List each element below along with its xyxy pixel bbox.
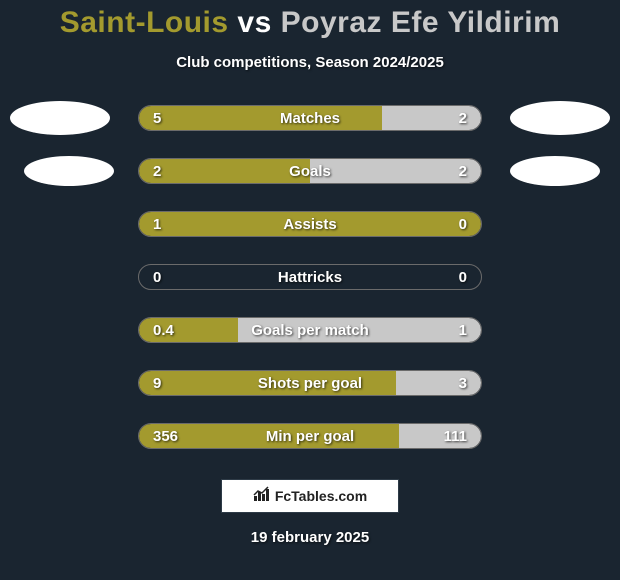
stat-label: Hattricks [139,269,481,286]
player2-name: Poyraz Efe Yildirim [281,6,561,39]
stat-bar: 52Matches [138,105,482,131]
subtitle: Club competitions, Season 2024/2025 [176,54,444,71]
stat-value-left: 0.4 [153,322,174,339]
stat-row: 0 0Hattricks [0,264,620,290]
stats-area: 52Matches22Goals10Assists00Hattricks0.41… [0,105,620,449]
comparison-card: Saint-Louis vs Poyraz Efe Yildirim Club … [0,0,620,580]
stat-fill-left [139,371,396,395]
stat-value-left: 1 [153,216,161,233]
team-badge-left [24,156,114,186]
stat-value-left: 5 [153,110,161,127]
stat-value-right: 3 [459,375,467,392]
stat-fill-left [139,106,382,130]
brand-chart-icon [253,486,271,507]
brand-box[interactable]: FcTables.com [221,479,399,513]
date-text: 19 february 2025 [251,529,369,546]
brand-text: FcTables.com [275,488,367,504]
stat-value-right: 2 [459,110,467,127]
stat-row: 52Matches [0,105,620,131]
stat-bar: 356111Min per goal [138,423,482,449]
stat-row: 93Shots per goal [0,370,620,396]
team-badge-left [10,101,110,135]
team-badge-right [510,156,600,186]
stat-value-right: 1 [459,322,467,339]
stat-fill-right [396,371,482,395]
team-badge-right [510,101,610,135]
page-title: Saint-Louis vs Poyraz Efe Yildirim [60,6,561,40]
stat-bar: 22Goals [138,158,482,184]
stat-value-left: 0 [153,269,161,286]
stat-value-right: 0 [459,269,467,286]
stat-value-left: 356 [153,428,178,445]
stat-bar: 0.41Goals per match [138,317,482,343]
stat-row: 22Goals [0,158,620,184]
stat-fill-right [310,159,481,183]
stat-fill-right [399,424,481,448]
stat-value-right: 111 [444,428,467,445]
stat-value-left: 2 [153,163,161,180]
player1-name: Saint-Louis [60,6,229,39]
stat-bar: 93Shots per goal [138,370,482,396]
stat-bar: 10Assists [138,211,482,237]
stat-value-left: 9 [153,375,161,392]
stat-row: 356111Min per goal [0,423,620,449]
vs-separator: vs [237,6,271,39]
stat-bar: 0 0Hattricks [138,264,482,290]
stat-row: 10Assists [0,211,620,237]
stat-row: 0.41Goals per match [0,317,620,343]
stat-value-right: 0 [459,216,467,233]
stat-fill-left [139,212,481,236]
stat-value-right: 2 [459,163,467,180]
stat-fill-left [139,159,310,183]
stat-fill-right [238,318,481,342]
